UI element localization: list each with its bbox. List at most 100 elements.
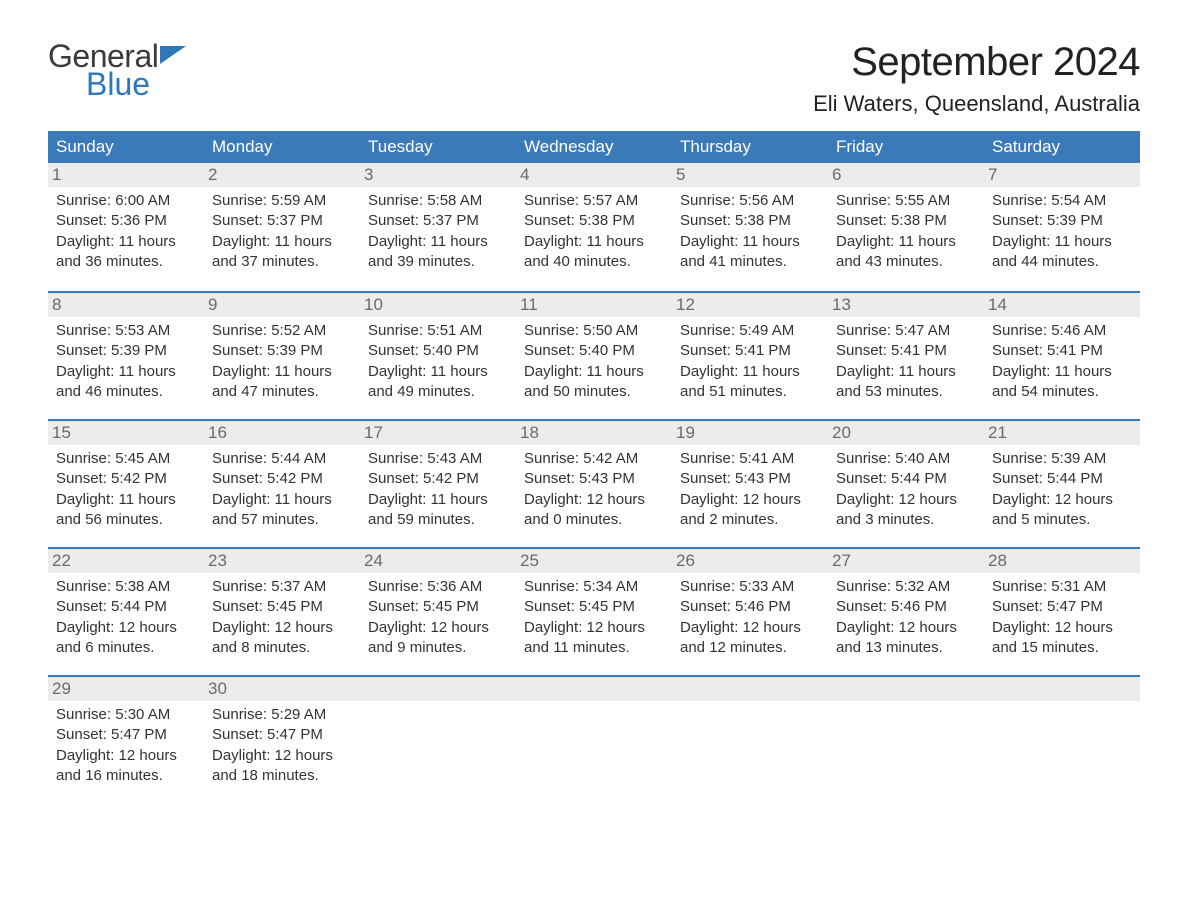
sunrise-text: Sunrise: 5:56 AM bbox=[680, 191, 820, 211]
day-number: 17 bbox=[360, 421, 516, 445]
daylight-text: and 0 minutes. bbox=[524, 510, 664, 530]
sunset-text: Sunset: 5:47 PM bbox=[56, 725, 196, 745]
daylight-text: Daylight: 11 hours bbox=[56, 362, 196, 382]
daylight-text: and 47 minutes. bbox=[212, 382, 352, 402]
daylight-text: and 44 minutes. bbox=[992, 252, 1132, 272]
calendar-day-cell: 11Sunrise: 5:50 AMSunset: 5:40 PMDayligh… bbox=[516, 293, 672, 419]
day-details: Sunrise: 5:56 AMSunset: 5:38 PMDaylight:… bbox=[678, 191, 822, 272]
sunset-text: Sunset: 5:39 PM bbox=[56, 341, 196, 361]
logo-text-2: Blue bbox=[86, 68, 158, 100]
daylight-text: and 11 minutes. bbox=[524, 638, 664, 658]
weekday-header: Thursday bbox=[672, 131, 828, 163]
daylight-text: Daylight: 11 hours bbox=[212, 232, 352, 252]
sunset-text: Sunset: 5:43 PM bbox=[680, 469, 820, 489]
calendar-day-cell: 6Sunrise: 5:55 AMSunset: 5:38 PMDaylight… bbox=[828, 163, 984, 291]
day-number: 21 bbox=[984, 421, 1140, 445]
calendar-day-cell: 7Sunrise: 5:54 AMSunset: 5:39 PMDaylight… bbox=[984, 163, 1140, 291]
day-number: 3 bbox=[360, 163, 516, 187]
day-details: Sunrise: 5:32 AMSunset: 5:46 PMDaylight:… bbox=[834, 577, 978, 658]
day-details: Sunrise: 5:30 AMSunset: 5:47 PMDaylight:… bbox=[54, 705, 198, 786]
weekday-header: Monday bbox=[204, 131, 360, 163]
sunrise-text: Sunrise: 5:59 AM bbox=[212, 191, 352, 211]
daylight-text: Daylight: 11 hours bbox=[368, 232, 508, 252]
weekday-header-row: SundayMondayTuesdayWednesdayThursdayFrid… bbox=[48, 131, 1140, 163]
daylight-text: Daylight: 12 hours bbox=[680, 618, 820, 638]
daylight-text: and 9 minutes. bbox=[368, 638, 508, 658]
sunrise-text: Sunrise: 5:51 AM bbox=[368, 321, 508, 341]
calendar-week-row: 29Sunrise: 5:30 AMSunset: 5:47 PMDayligh… bbox=[48, 675, 1140, 803]
calendar-week-row: 1Sunrise: 6:00 AMSunset: 5:36 PMDaylight… bbox=[48, 163, 1140, 291]
day-number: 26 bbox=[672, 549, 828, 573]
sunset-text: Sunset: 5:40 PM bbox=[368, 341, 508, 361]
daylight-text: and 59 minutes. bbox=[368, 510, 508, 530]
sunrise-text: Sunrise: 5:47 AM bbox=[836, 321, 976, 341]
calendar-day-cell: 13Sunrise: 5:47 AMSunset: 5:41 PMDayligh… bbox=[828, 293, 984, 419]
daylight-text: Daylight: 12 hours bbox=[524, 490, 664, 510]
sunset-text: Sunset: 5:37 PM bbox=[368, 211, 508, 231]
sunset-text: Sunset: 5:47 PM bbox=[212, 725, 352, 745]
sunrise-text: Sunrise: 5:43 AM bbox=[368, 449, 508, 469]
sunrise-text: Sunrise: 5:39 AM bbox=[992, 449, 1132, 469]
sunrise-text: Sunrise: 5:36 AM bbox=[368, 577, 508, 597]
daylight-text: and 37 minutes. bbox=[212, 252, 352, 272]
day-number: 20 bbox=[828, 421, 984, 445]
sunrise-text: Sunrise: 5:55 AM bbox=[836, 191, 976, 211]
day-details: Sunrise: 5:40 AMSunset: 5:44 PMDaylight:… bbox=[834, 449, 978, 530]
sunrise-text: Sunrise: 5:33 AM bbox=[680, 577, 820, 597]
sunset-text: Sunset: 5:42 PM bbox=[368, 469, 508, 489]
calendar-day-cell bbox=[360, 677, 516, 803]
daylight-text: and 41 minutes. bbox=[680, 252, 820, 272]
daylight-text: Daylight: 11 hours bbox=[212, 490, 352, 510]
day-details: Sunrise: 5:54 AMSunset: 5:39 PMDaylight:… bbox=[990, 191, 1134, 272]
day-details: Sunrise: 5:52 AMSunset: 5:39 PMDaylight:… bbox=[210, 321, 354, 402]
daylight-text: and 46 minutes. bbox=[56, 382, 196, 402]
daylight-text: and 18 minutes. bbox=[212, 766, 352, 786]
calendar-week-row: 22Sunrise: 5:38 AMSunset: 5:44 PMDayligh… bbox=[48, 547, 1140, 675]
daylight-text: and 6 minutes. bbox=[56, 638, 196, 658]
calendar-day-cell: 30Sunrise: 5:29 AMSunset: 5:47 PMDayligh… bbox=[204, 677, 360, 803]
day-number: 28 bbox=[984, 549, 1140, 573]
daylight-text: Daylight: 12 hours bbox=[836, 618, 976, 638]
weekday-header: Wednesday bbox=[516, 131, 672, 163]
day-details: Sunrise: 5:41 AMSunset: 5:43 PMDaylight:… bbox=[678, 449, 822, 530]
sunset-text: Sunset: 5:44 PM bbox=[992, 469, 1132, 489]
daylight-text: and 3 minutes. bbox=[836, 510, 976, 530]
daylight-text: and 40 minutes. bbox=[524, 252, 664, 272]
day-details: Sunrise: 5:47 AMSunset: 5:41 PMDaylight:… bbox=[834, 321, 978, 402]
day-details: Sunrise: 5:31 AMSunset: 5:47 PMDaylight:… bbox=[990, 577, 1134, 658]
sunset-text: Sunset: 5:45 PM bbox=[368, 597, 508, 617]
logo: General Blue bbox=[48, 40, 158, 100]
sunset-text: Sunset: 5:40 PM bbox=[524, 341, 664, 361]
day-details: Sunrise: 5:44 AMSunset: 5:42 PMDaylight:… bbox=[210, 449, 354, 530]
day-number: 25 bbox=[516, 549, 672, 573]
day-number: 15 bbox=[48, 421, 204, 445]
daylight-text: and 51 minutes. bbox=[680, 382, 820, 402]
day-details: Sunrise: 5:55 AMSunset: 5:38 PMDaylight:… bbox=[834, 191, 978, 272]
day-number: 22 bbox=[48, 549, 204, 573]
day-number: 11 bbox=[516, 293, 672, 317]
day-number: 9 bbox=[204, 293, 360, 317]
sunset-text: Sunset: 5:38 PM bbox=[680, 211, 820, 231]
sunset-text: Sunset: 5:37 PM bbox=[212, 211, 352, 231]
sunrise-text: Sunrise: 5:37 AM bbox=[212, 577, 352, 597]
day-details: Sunrise: 5:58 AMSunset: 5:37 PMDaylight:… bbox=[366, 191, 510, 272]
sunset-text: Sunset: 5:45 PM bbox=[524, 597, 664, 617]
calendar-grid: SundayMondayTuesdayWednesdayThursdayFrid… bbox=[48, 131, 1140, 803]
daylight-text: Daylight: 11 hours bbox=[680, 362, 820, 382]
daylight-text: and 2 minutes. bbox=[680, 510, 820, 530]
daylight-text: and 13 minutes. bbox=[836, 638, 976, 658]
sunrise-text: Sunrise: 5:40 AM bbox=[836, 449, 976, 469]
sunset-text: Sunset: 5:46 PM bbox=[836, 597, 976, 617]
day-number-empty bbox=[672, 677, 828, 701]
calendar-day-cell: 8Sunrise: 5:53 AMSunset: 5:39 PMDaylight… bbox=[48, 293, 204, 419]
daylight-text: Daylight: 11 hours bbox=[524, 362, 664, 382]
sunset-text: Sunset: 5:46 PM bbox=[680, 597, 820, 617]
day-number: 23 bbox=[204, 549, 360, 573]
sunrise-text: Sunrise: 5:53 AM bbox=[56, 321, 196, 341]
sunset-text: Sunset: 5:44 PM bbox=[836, 469, 976, 489]
daylight-text: and 49 minutes. bbox=[368, 382, 508, 402]
sunrise-text: Sunrise: 5:31 AM bbox=[992, 577, 1132, 597]
calendar-day-cell: 16Sunrise: 5:44 AMSunset: 5:42 PMDayligh… bbox=[204, 421, 360, 547]
daylight-text: Daylight: 11 hours bbox=[368, 362, 508, 382]
day-number: 24 bbox=[360, 549, 516, 573]
